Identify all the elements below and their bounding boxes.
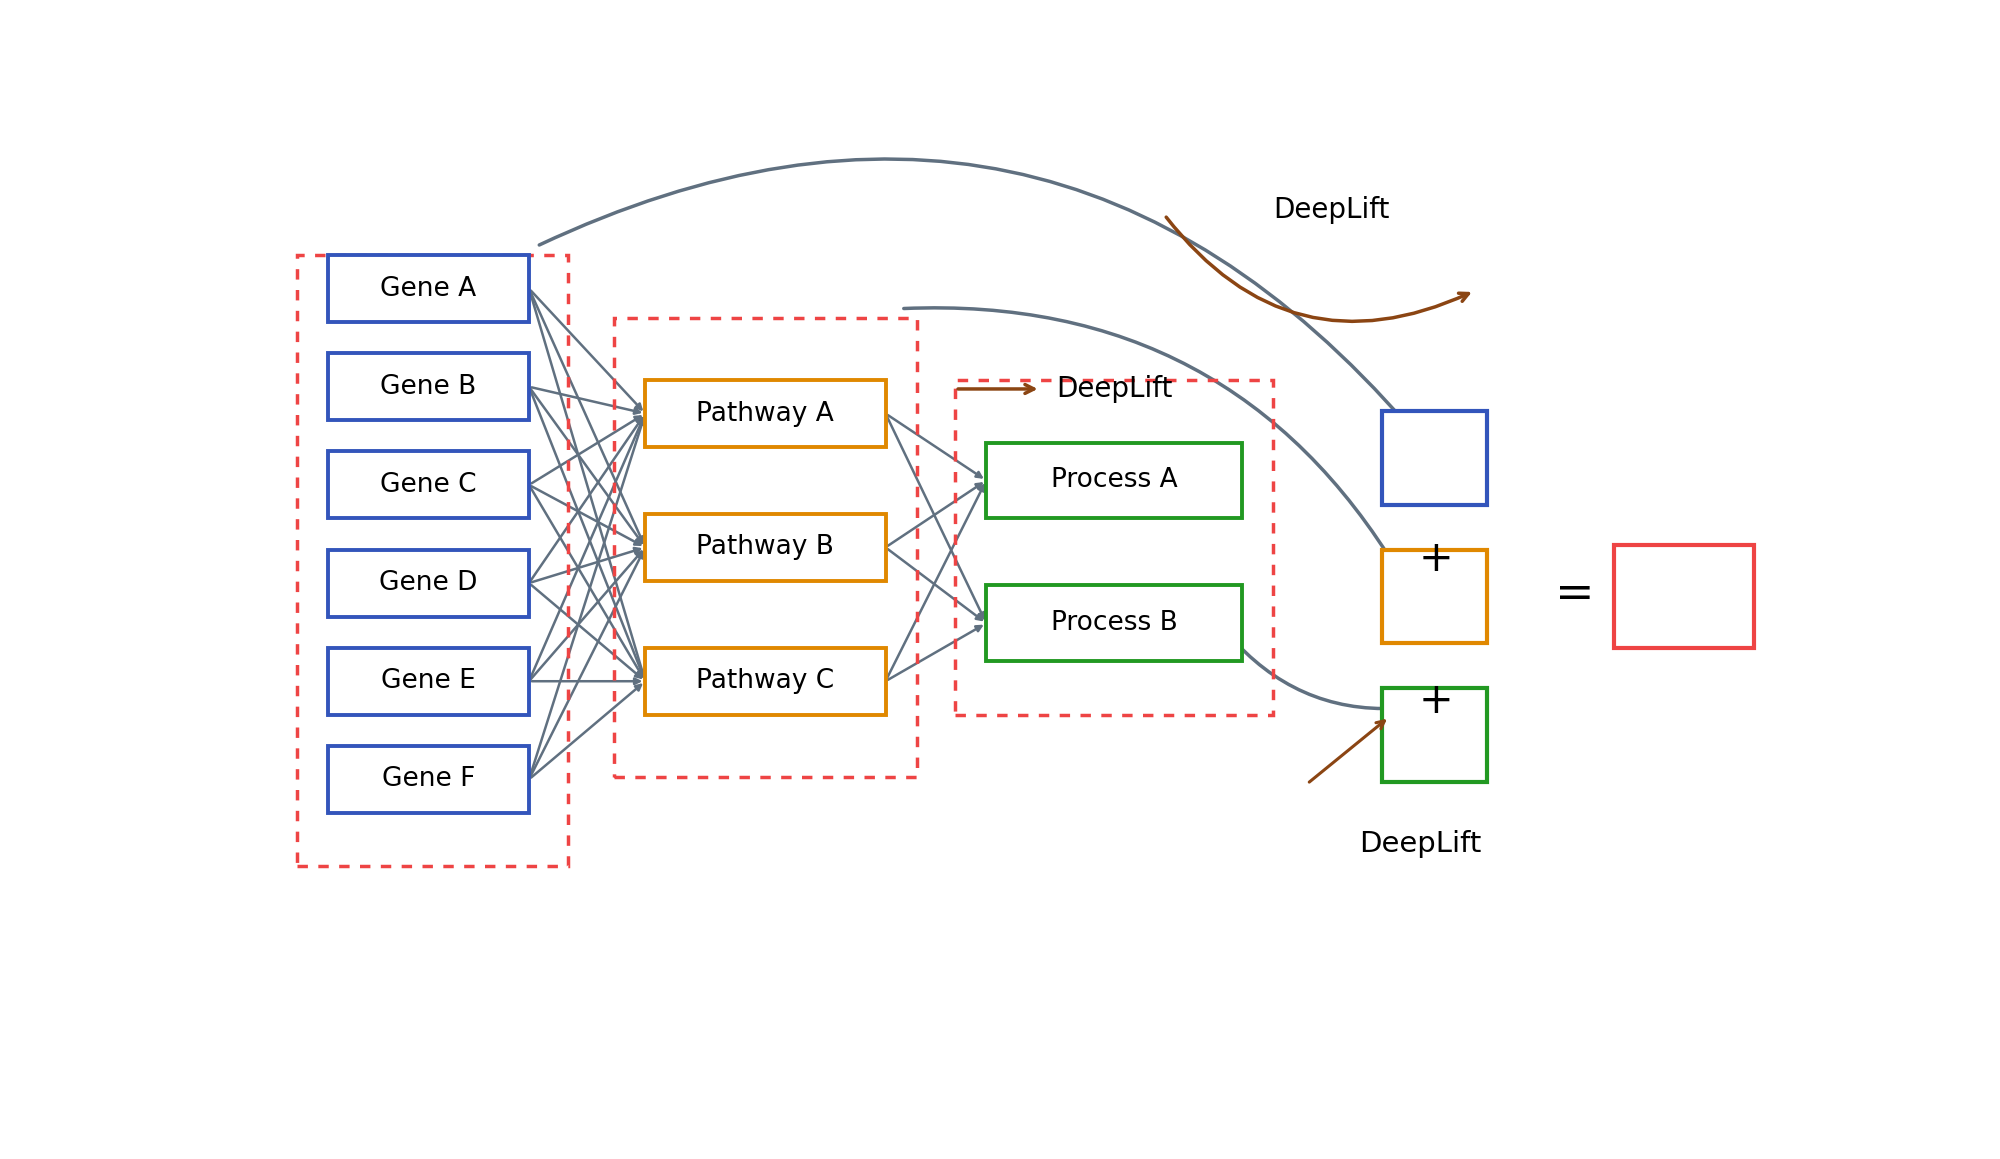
FancyBboxPatch shape xyxy=(1614,545,1754,648)
Text: +: + xyxy=(1418,538,1454,580)
Text: Gene F: Gene F xyxy=(382,766,474,793)
Text: Pathway B: Pathway B xyxy=(696,534,834,560)
FancyBboxPatch shape xyxy=(328,255,528,322)
Text: DeepLift: DeepLift xyxy=(1056,376,1172,403)
FancyBboxPatch shape xyxy=(328,746,528,812)
Text: +: + xyxy=(1418,680,1454,722)
Text: Gene E: Gene E xyxy=(380,669,476,694)
Text: Gene B: Gene B xyxy=(380,373,476,400)
Text: Process A: Process A xyxy=(1050,467,1178,494)
Text: DeepLift: DeepLift xyxy=(1360,830,1482,858)
FancyBboxPatch shape xyxy=(646,648,886,715)
FancyBboxPatch shape xyxy=(1382,549,1486,643)
FancyBboxPatch shape xyxy=(986,443,1242,518)
FancyBboxPatch shape xyxy=(328,648,528,715)
Text: Pathway C: Pathway C xyxy=(696,669,834,694)
FancyBboxPatch shape xyxy=(986,585,1242,661)
Text: Pathway A: Pathway A xyxy=(696,401,834,427)
FancyBboxPatch shape xyxy=(1382,688,1486,781)
Text: Gene C: Gene C xyxy=(380,472,476,498)
FancyBboxPatch shape xyxy=(328,452,528,518)
FancyBboxPatch shape xyxy=(646,380,886,447)
Text: DeepLift: DeepLift xyxy=(1274,197,1390,225)
FancyBboxPatch shape xyxy=(328,549,528,617)
FancyBboxPatch shape xyxy=(646,513,886,581)
FancyBboxPatch shape xyxy=(328,353,528,421)
Text: Process B: Process B xyxy=(1050,611,1178,636)
Text: Gene D: Gene D xyxy=(380,570,478,596)
FancyBboxPatch shape xyxy=(1382,411,1486,505)
Text: =: = xyxy=(1556,571,1596,617)
Text: Gene A: Gene A xyxy=(380,276,476,301)
